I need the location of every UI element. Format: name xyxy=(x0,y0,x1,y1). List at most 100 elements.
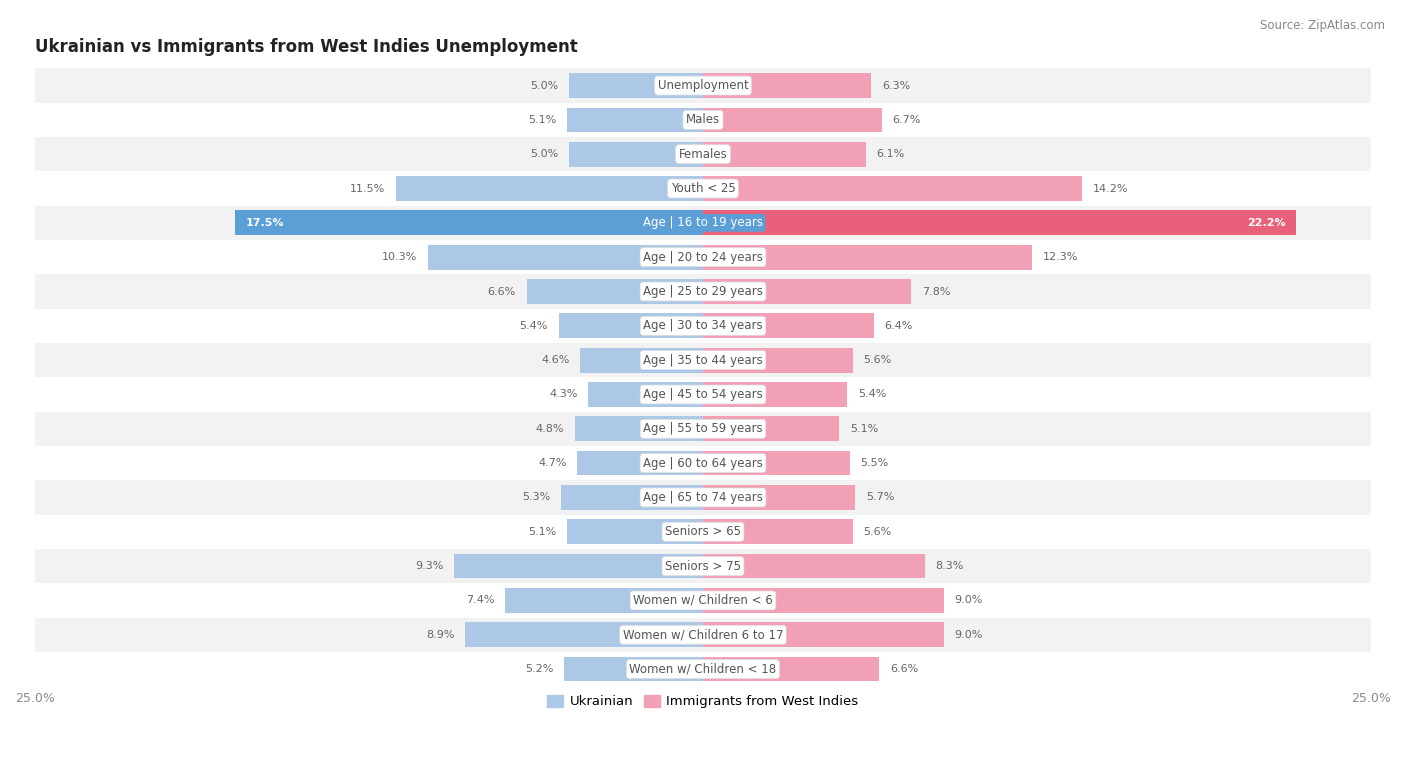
Bar xyxy=(35,480,1371,515)
Bar xyxy=(703,382,848,407)
Bar xyxy=(703,588,943,613)
Text: 4.8%: 4.8% xyxy=(536,424,564,434)
Bar xyxy=(35,103,1371,137)
Bar xyxy=(703,279,911,304)
Text: 4.6%: 4.6% xyxy=(541,355,569,365)
Bar xyxy=(35,412,1371,446)
Text: 10.3%: 10.3% xyxy=(382,252,418,262)
Bar xyxy=(235,210,703,235)
Text: Age | 45 to 54 years: Age | 45 to 54 years xyxy=(643,388,763,401)
Bar xyxy=(703,416,839,441)
Bar xyxy=(35,446,1371,480)
Text: 5.7%: 5.7% xyxy=(866,493,894,503)
Text: 6.6%: 6.6% xyxy=(890,664,918,674)
Bar xyxy=(703,210,1296,235)
Bar xyxy=(588,382,703,407)
Text: 22.2%: 22.2% xyxy=(1247,218,1285,228)
Text: Source: ZipAtlas.com: Source: ZipAtlas.com xyxy=(1260,19,1385,32)
Bar xyxy=(465,622,703,647)
Text: Unemployment: Unemployment xyxy=(658,79,748,92)
Text: Ukrainian vs Immigrants from West Indies Unemployment: Ukrainian vs Immigrants from West Indies… xyxy=(35,38,578,56)
Bar xyxy=(427,245,703,269)
Bar xyxy=(35,618,1371,652)
Text: 9.0%: 9.0% xyxy=(955,596,983,606)
Text: Females: Females xyxy=(679,148,727,160)
Bar xyxy=(703,73,872,98)
Bar xyxy=(564,657,703,681)
Text: 7.8%: 7.8% xyxy=(922,286,950,297)
Legend: Ukrainian, Immigrants from West Indies: Ukrainian, Immigrants from West Indies xyxy=(543,690,863,714)
Text: 5.0%: 5.0% xyxy=(530,80,558,91)
Bar xyxy=(35,377,1371,412)
Bar xyxy=(505,588,703,613)
Bar xyxy=(454,554,703,578)
Text: Age | 30 to 34 years: Age | 30 to 34 years xyxy=(643,319,763,332)
Text: 5.1%: 5.1% xyxy=(527,115,555,125)
Text: 5.0%: 5.0% xyxy=(530,149,558,159)
Text: Age | 16 to 19 years: Age | 16 to 19 years xyxy=(643,217,763,229)
Bar xyxy=(703,107,882,132)
Text: 6.7%: 6.7% xyxy=(893,115,921,125)
Text: 9.3%: 9.3% xyxy=(415,561,444,571)
Bar xyxy=(575,416,703,441)
Text: 14.2%: 14.2% xyxy=(1092,183,1129,194)
Bar xyxy=(703,176,1083,201)
Bar xyxy=(569,142,703,167)
Bar xyxy=(35,309,1371,343)
Bar xyxy=(703,245,1032,269)
Text: Age | 55 to 59 years: Age | 55 to 59 years xyxy=(643,422,763,435)
Bar xyxy=(395,176,703,201)
Bar xyxy=(703,657,879,681)
Bar xyxy=(581,347,703,372)
Bar xyxy=(35,137,1371,171)
Bar xyxy=(703,347,852,372)
Text: 5.2%: 5.2% xyxy=(524,664,554,674)
Bar xyxy=(703,622,943,647)
Bar xyxy=(561,485,703,509)
Bar xyxy=(35,68,1371,103)
Bar xyxy=(527,279,703,304)
Bar xyxy=(703,485,855,509)
Bar xyxy=(569,73,703,98)
Text: Age | 60 to 64 years: Age | 60 to 64 years xyxy=(643,456,763,469)
Text: 5.6%: 5.6% xyxy=(863,355,891,365)
Text: Seniors > 75: Seniors > 75 xyxy=(665,559,741,572)
Text: 4.7%: 4.7% xyxy=(538,458,567,468)
Text: 6.1%: 6.1% xyxy=(877,149,905,159)
Text: 6.4%: 6.4% xyxy=(884,321,912,331)
Text: 6.3%: 6.3% xyxy=(882,80,910,91)
Text: 5.4%: 5.4% xyxy=(858,390,886,400)
Bar xyxy=(35,549,1371,584)
Text: 5.3%: 5.3% xyxy=(523,493,551,503)
Bar xyxy=(35,515,1371,549)
Text: 5.1%: 5.1% xyxy=(527,527,555,537)
Bar xyxy=(578,450,703,475)
Text: 5.4%: 5.4% xyxy=(520,321,548,331)
Bar xyxy=(703,450,851,475)
Text: Seniors > 65: Seniors > 65 xyxy=(665,525,741,538)
Bar xyxy=(35,171,1371,206)
Bar xyxy=(35,652,1371,687)
Text: 5.1%: 5.1% xyxy=(851,424,879,434)
Bar xyxy=(703,519,852,544)
Bar xyxy=(35,274,1371,309)
Bar xyxy=(703,313,875,338)
Bar xyxy=(35,206,1371,240)
Text: 5.5%: 5.5% xyxy=(860,458,889,468)
Text: Age | 65 to 74 years: Age | 65 to 74 years xyxy=(643,491,763,504)
Bar xyxy=(35,343,1371,377)
Text: 11.5%: 11.5% xyxy=(350,183,385,194)
Bar xyxy=(567,519,703,544)
Text: Age | 35 to 44 years: Age | 35 to 44 years xyxy=(643,354,763,366)
Text: 12.3%: 12.3% xyxy=(1042,252,1078,262)
Text: 8.3%: 8.3% xyxy=(935,561,965,571)
Bar xyxy=(567,107,703,132)
Text: 4.3%: 4.3% xyxy=(548,390,578,400)
Text: Age | 20 to 24 years: Age | 20 to 24 years xyxy=(643,251,763,263)
Text: 17.5%: 17.5% xyxy=(246,218,284,228)
Text: Women w/ Children < 18: Women w/ Children < 18 xyxy=(630,662,776,675)
Text: Women w/ Children < 6: Women w/ Children < 6 xyxy=(633,594,773,607)
Text: Males: Males xyxy=(686,114,720,126)
Bar xyxy=(35,584,1371,618)
Bar xyxy=(558,313,703,338)
